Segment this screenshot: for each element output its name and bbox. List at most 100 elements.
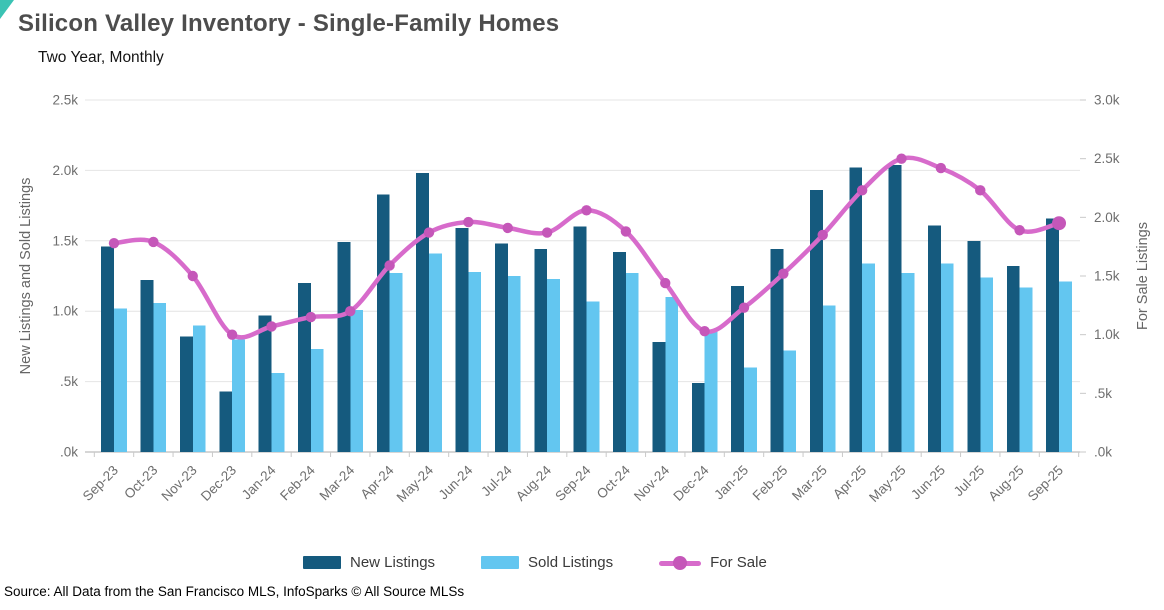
bar-new-listings — [1006, 266, 1020, 452]
x-tick-label: Aug-24 — [513, 462, 555, 504]
bar-new-listings — [179, 336, 193, 452]
bar-new-listings — [770, 249, 784, 452]
bar-sold-listings — [507, 276, 521, 452]
y-axis-right-tick-label: 2.5k — [1094, 151, 1120, 166]
y-axis-left-tick-label: .0k — [60, 445, 78, 460]
bar-new-listings — [337, 242, 351, 452]
bar-new-listings — [416, 173, 429, 452]
x-tick-label: Jan-25 — [711, 463, 751, 503]
for-sale-point — [463, 216, 474, 228]
bar-sold-listings — [310, 349, 324, 452]
legend-label-new-listings: New Listings — [350, 554, 436, 571]
legend-item-sold-listings[interactable]: Sold Listings — [481, 554, 613, 571]
for-sale-point — [699, 325, 710, 337]
bar-sold-listings — [901, 273, 915, 452]
legend-label-sold-listings: Sold Listings — [528, 554, 614, 571]
chart-svg: 2.5k 2.0k 1.5k 1.0k .5k .0k 3.0k 2.5k 2.0k 1.5k 1.… — [18, 93, 1151, 505]
x-tick-label: Dec-23 — [198, 463, 239, 504]
bars — [101, 164, 1072, 453]
bar-new-listings — [928, 225, 941, 452]
x-tick-label: Oct-24 — [594, 462, 634, 502]
x-tick-label: Jan-24 — [239, 462, 279, 502]
x-tick-label: Nov-23 — [158, 463, 199, 504]
bar-new-listings — [140, 280, 154, 452]
bar-sold-listings — [665, 297, 679, 452]
bar-sold-listings — [153, 302, 167, 452]
x-tick-label: Apr-25 — [830, 463, 869, 502]
bar-new-listings — [494, 243, 508, 452]
bar-new-listings — [219, 391, 233, 452]
y-axis-right-tick-label: 2.0k — [1094, 210, 1120, 225]
x-tick-label: Nov-24 — [631, 462, 673, 504]
for-sale-point — [660, 277, 671, 289]
x-tick-label: Jul-25 — [951, 463, 988, 500]
legend-item-new-listings[interactable]: New Listings — [303, 554, 435, 571]
bar-sold-listings — [783, 350, 797, 452]
bar-sold-listings — [547, 278, 560, 452]
for-sale-point — [384, 260, 395, 271]
for-sale-point — [620, 226, 632, 237]
x-tick-label: Feb-25 — [750, 463, 791, 504]
for-sale-point — [975, 185, 986, 196]
bar-sold-listings — [389, 273, 403, 452]
for-sale-point — [423, 227, 435, 238]
bar-sold-listings — [980, 277, 994, 452]
bar-new-listings — [691, 383, 705, 452]
bar-sold-listings — [429, 253, 442, 452]
bar-sold-listings — [1059, 281, 1072, 452]
bar-new-listings — [534, 249, 548, 452]
for-sale-point — [778, 268, 789, 279]
x-tick-label: Oct-23 — [121, 463, 160, 502]
bar-new-listings — [888, 164, 902, 452]
y-axis-right-tick-label: 3.0k — [1094, 93, 1120, 108]
legend-item-for-sale[interactable]: For Sale — [659, 554, 767, 571]
y-axis-right-tick-label: .0k — [1094, 445, 1112, 460]
bar-sold-listings — [744, 367, 757, 452]
x-tick-label: Jun-24 — [436, 462, 476, 502]
x-tick-label: May-25 — [866, 463, 908, 505]
source-attribution: Source: All Data from the San Francisco … — [4, 584, 465, 599]
x-tick-label: Apr-24 — [357, 462, 397, 502]
for-sale-point — [896, 153, 907, 164]
for-sale-point — [856, 185, 868, 196]
for-sale-point — [345, 306, 356, 317]
bar-new-listings — [652, 342, 666, 452]
bar-sold-listings — [271, 373, 285, 452]
y-axis-left-tick-label: 1.5k — [52, 233, 78, 248]
y-axis-left-tick-label: 2.5k — [52, 93, 78, 108]
bar-new-listings — [573, 226, 587, 452]
x-tick-label: Sep-24 — [552, 462, 594, 504]
new-listings-swatch-icon — [303, 556, 341, 569]
bar-new-listings — [376, 194, 390, 452]
for-sale-point — [817, 229, 828, 241]
for-sale-point — [738, 302, 750, 313]
x-tick-label: Sep-25 — [1025, 463, 1066, 504]
bar-sold-listings — [704, 330, 718, 452]
bar-new-listings — [101, 246, 114, 452]
bar-new-listings — [1046, 218, 1059, 452]
chart-subtitle: Two Year, Monthly — [38, 49, 164, 66]
x-tick-label: May-24 — [394, 462, 437, 505]
bar-new-listings — [967, 240, 981, 452]
for-sale-point — [581, 205, 592, 216]
bar-sold-listings — [350, 309, 364, 452]
chart-title: Silicon Valley Inventory - Single-Family… — [18, 10, 560, 37]
bar-sold-listings — [862, 263, 875, 452]
y-axis-right-tick-label: 1.0k — [1094, 327, 1120, 342]
for-sale-point — [935, 162, 947, 174]
bar-new-listings — [613, 252, 626, 452]
x-tick-label: Dec-24 — [670, 462, 712, 504]
x-tick-label: Mar-25 — [789, 463, 830, 504]
bar-sold-listings — [625, 273, 639, 452]
bar-new-listings — [809, 190, 823, 452]
sold-listings-swatch-icon — [481, 556, 520, 569]
for-sale-point — [187, 270, 198, 282]
for-sale-point — [226, 329, 238, 340]
y-axis-right-tick-label: 1.5k — [1094, 269, 1120, 284]
y-axis-left-tick-label: .5k — [60, 374, 78, 389]
y-axis-left-tick-label: 2.0k — [52, 163, 78, 178]
legend: New Listings Sold Listings For Sale — [303, 554, 767, 571]
x-tick-label: Feb-24 — [277, 462, 318, 503]
for-sale-point — [266, 321, 277, 332]
bar-sold-listings — [114, 308, 127, 452]
